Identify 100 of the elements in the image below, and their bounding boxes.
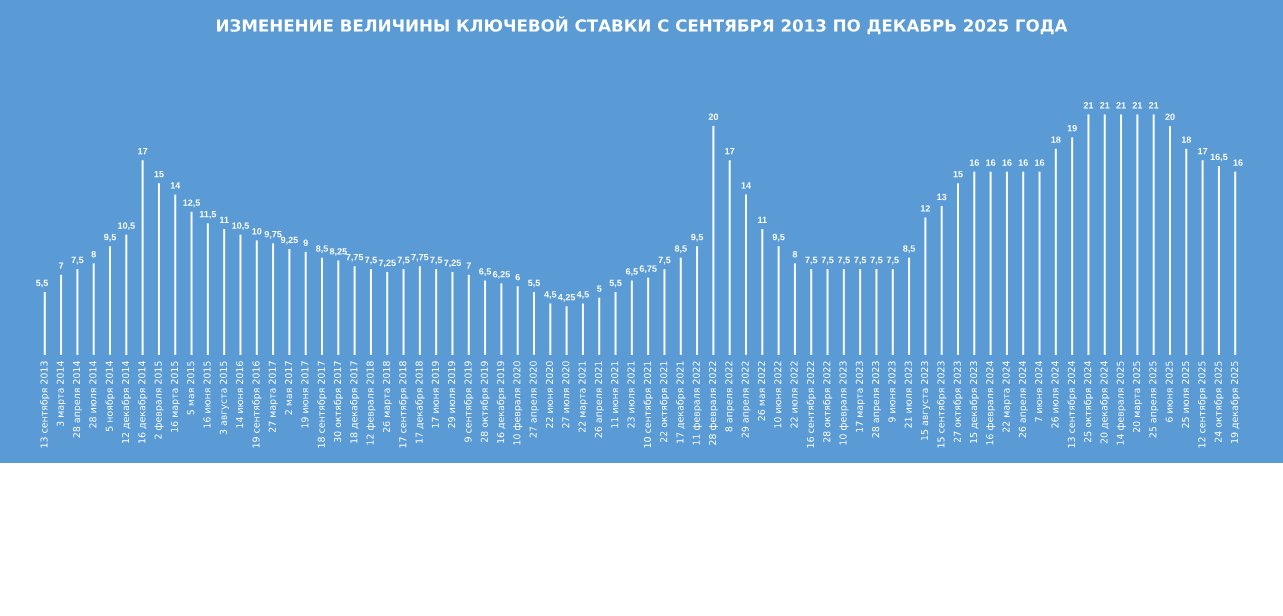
data-label: 7,5 bbox=[870, 256, 883, 265]
data-label: 15 bbox=[154, 170, 164, 178]
x-tick-label: 10 сентября 2021 bbox=[643, 361, 653, 448]
x-tick-label: 24 октября 2025 bbox=[1214, 361, 1224, 443]
x-tick-label: 25 октября 2024 bbox=[1083, 361, 1094, 443]
data-label: 21 bbox=[1148, 102, 1159, 109]
x-tick-label: 19 сентября 2016 bbox=[252, 361, 262, 448]
data-label: 9,75 bbox=[264, 230, 282, 239]
data-label: 7,75 bbox=[411, 253, 429, 262]
x-tick-label: 28 октября 2019 bbox=[480, 361, 490, 443]
data-label: 16 bbox=[1002, 159, 1012, 166]
data-label: 6,5 bbox=[625, 268, 638, 276]
data-label: 14 bbox=[170, 182, 181, 189]
x-tick-label: 26 апреля 2021 bbox=[594, 361, 604, 438]
data-label: 7,5 bbox=[658, 256, 671, 265]
data-label: 20 bbox=[708, 113, 719, 120]
x-tick-label: 12 февраля 2018 bbox=[366, 361, 376, 445]
x-tick-label: 27 июля 2020 bbox=[562, 361, 570, 428]
x-tick-label: 26 мая 2022 bbox=[757, 361, 766, 421]
data-label: 7,5 bbox=[430, 256, 443, 265]
data-label: 8,25 bbox=[329, 248, 347, 256]
x-tick-label: 20 марта 2025 bbox=[1132, 361, 1142, 433]
x-tick-label: 2 мая 2017 bbox=[284, 361, 293, 415]
data-label: 8 bbox=[792, 251, 798, 258]
data-label: 11,5 bbox=[199, 211, 217, 219]
x-tick-label: 29 апреля 2022 bbox=[741, 361, 751, 438]
data-label: 6,75 bbox=[639, 265, 657, 274]
x-tick-label: 17 марта 2023 bbox=[855, 361, 865, 432]
data-label: 16 bbox=[969, 159, 979, 166]
data-label: 11 bbox=[219, 216, 229, 223]
x-tick-label: 23 июля 2021 bbox=[627, 361, 635, 428]
data-label: 6,5 bbox=[479, 268, 492, 276]
x-tick-label: 19 декабря 2025 bbox=[1230, 361, 1240, 443]
data-label: 7,5 bbox=[805, 256, 818, 265]
x-tick-label: 16 марта 2015 bbox=[170, 361, 180, 432]
x-tick-label: 10 февраля 2020 bbox=[513, 361, 523, 445]
data-label: 7,5 bbox=[854, 256, 867, 265]
data-label: 9,5 bbox=[104, 233, 117, 242]
data-label: 7,25 bbox=[378, 259, 396, 268]
x-tick-label: 28 февраля 2022 bbox=[708, 361, 718, 445]
x-tick-label: 28 апреля 2014 bbox=[73, 361, 82, 438]
data-label: 9,25 bbox=[280, 236, 298, 245]
x-tick-label: 22 октября 2021 bbox=[659, 361, 670, 443]
data-label: 19 bbox=[1067, 125, 1077, 132]
data-label: 11 bbox=[758, 216, 767, 223]
x-tick-label: 16 июня 2015 bbox=[203, 361, 211, 428]
x-tick-label: 27 апреля 2020 bbox=[529, 361, 539, 438]
x-tick-label: 10 февраля 2023 bbox=[839, 361, 849, 445]
data-label: 8,5 bbox=[903, 245, 916, 253]
data-label: 21 bbox=[1132, 102, 1143, 109]
x-tick-label: 17 сентября 2018 bbox=[398, 361, 409, 448]
x-tick-label: 26 марта 2018 bbox=[382, 361, 392, 433]
data-label: 8,5 bbox=[674, 245, 687, 253]
data-label: 17 bbox=[725, 148, 735, 155]
x-tick-label: 11 февраля 2022 bbox=[692, 361, 702, 445]
data-label: 16 bbox=[1035, 159, 1045, 166]
data-label: 16 bbox=[986, 159, 996, 166]
x-tick-label: 7 июня 2024 bbox=[1035, 361, 1043, 422]
x-tick-label: 12 сентября 2025 bbox=[1197, 361, 1208, 448]
data-label: 14 bbox=[741, 182, 751, 189]
x-tick-label: 17 декабря 2021 bbox=[676, 361, 686, 443]
data-label: 9 bbox=[303, 239, 308, 246]
data-label: 6 bbox=[515, 273, 520, 281]
data-label: 5,5 bbox=[609, 279, 622, 288]
data-label: 15 bbox=[953, 170, 963, 178]
x-tick-label: 17 декабря 2018 bbox=[415, 361, 425, 443]
data-label: 20 bbox=[1165, 113, 1175, 120]
x-tick-label: 12 декабря 2014 bbox=[121, 361, 131, 443]
data-label: 7,5 bbox=[837, 256, 850, 265]
data-label: 7,5 bbox=[886, 256, 899, 265]
data-label: 5 bbox=[597, 285, 602, 292]
data-label: 7 bbox=[58, 262, 64, 269]
x-tick-label: 30 октября 2017 bbox=[333, 361, 343, 443]
data-label: 13 bbox=[937, 193, 947, 201]
x-tick-label: 22 июня 2020 bbox=[545, 361, 554, 428]
x-tick-label: 5 мая 2015 bbox=[187, 361, 195, 415]
x-tick-label: 3 августа 2015 bbox=[219, 361, 229, 435]
x-tick-label: 26 июля 2024 bbox=[1051, 361, 1059, 428]
x-tick-label: 11 июня 2021 bbox=[611, 361, 619, 428]
x-tick-label: 28 июля 2014 bbox=[89, 361, 97, 428]
data-label: 4,5 bbox=[576, 291, 589, 299]
x-tick-label: 8 апреля 2022 bbox=[725, 361, 735, 432]
x-tick-label: 25 апреля 2025 bbox=[1149, 361, 1159, 438]
x-tick-label: 14 февраля 2025 bbox=[1116, 361, 1126, 445]
x-tick-label: 16 декабря 2019 bbox=[496, 361, 507, 443]
data-label: 10 bbox=[252, 228, 262, 235]
x-tick-label: 18 сентября 2017 bbox=[317, 361, 327, 448]
chart-title: ИЗМЕНЕНИЕ ВЕЛИЧИНЫ КЛЮЧЕВОЙ СТАВКИ С СЕНТЯБРЯ 2013 ПО ДЕКАБРЬ 2025 ГОДА bbox=[217, 16, 1068, 35]
x-tick-label: 14 июня 2016 bbox=[236, 361, 244, 428]
data-label: 16 bbox=[1018, 159, 1028, 166]
data-label: 16 bbox=[1233, 159, 1243, 166]
x-tick-label: 22 июля 2022 bbox=[790, 361, 798, 428]
data-label: 4,5 bbox=[544, 291, 557, 299]
data-label: 21 bbox=[1116, 102, 1126, 109]
data-label: 7,5 bbox=[821, 256, 834, 265]
x-tick-label: 6 июня 2025 bbox=[1165, 361, 1173, 422]
x-tick-label: 15 августа 2023 bbox=[920, 361, 930, 440]
x-tick-label: 5 ноября 2014 bbox=[105, 361, 115, 432]
data-label: 9,5 bbox=[691, 233, 704, 242]
x-tick-label: 29 июля 2019 bbox=[448, 361, 456, 428]
